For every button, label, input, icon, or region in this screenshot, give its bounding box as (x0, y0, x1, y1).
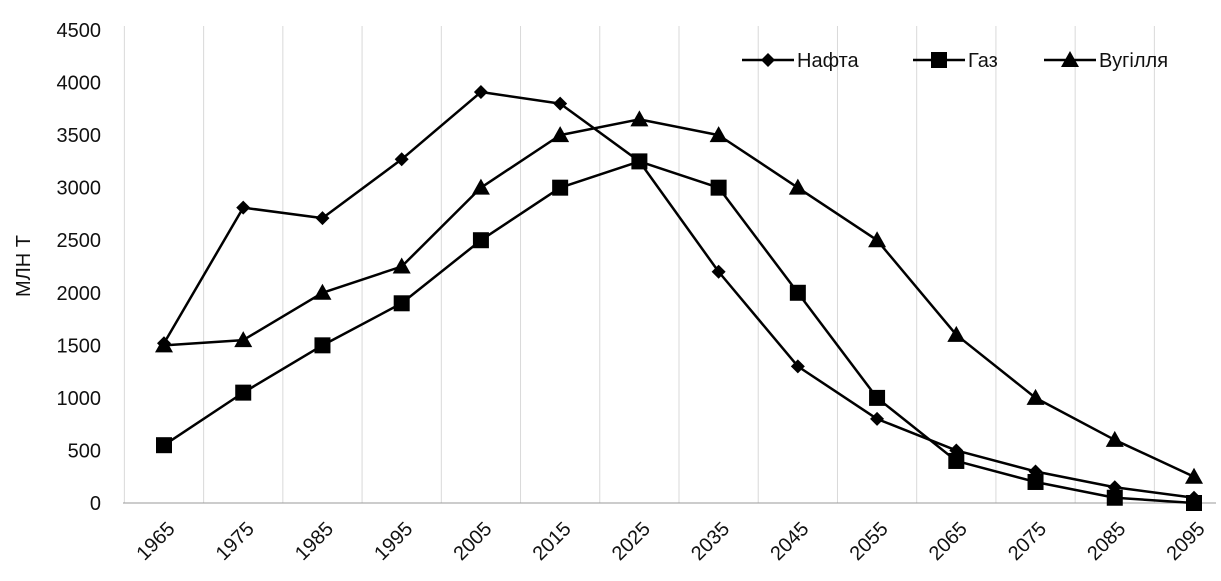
data-point (236, 200, 251, 215)
data-point (711, 264, 726, 279)
legend: Нафта Газ Вугілля (742, 50, 1168, 72)
series-2 (156, 153, 1202, 511)
y-tick-label: 1500 (57, 335, 102, 357)
data-point (709, 126, 728, 143)
data-point (472, 232, 489, 249)
data-point (948, 452, 965, 469)
x-tick-label: 1995 (370, 518, 417, 565)
x-tick-label: 1965 (133, 518, 180, 565)
data-point (788, 178, 807, 195)
data-point (1026, 388, 1045, 405)
data-point (868, 231, 887, 248)
legend-item: Газ (913, 50, 998, 72)
legend-item: Вугілля (1044, 50, 1168, 72)
vertical-gridlines (123, 26, 1155, 503)
data-point (552, 179, 569, 196)
y-tick-label: 1000 (57, 388, 102, 410)
y-axis-ticks: 0 500 1000 1500 2000 2500 3000 3500 4000 4500 (57, 20, 102, 515)
data-point (551, 126, 570, 143)
data-point (156, 437, 172, 454)
data-point (631, 153, 648, 170)
series-line (163, 118, 1195, 478)
y-tick-label: 4500 (57, 20, 102, 42)
data-point (234, 331, 253, 348)
data-point (1185, 467, 1203, 484)
y-tick-label: 4000 (57, 73, 102, 95)
data-point (869, 389, 886, 406)
data-point (789, 284, 806, 301)
x-tick-label: 1985 (291, 518, 338, 565)
y-tick-label: 3000 (57, 178, 102, 200)
legend-marker (1061, 51, 1079, 67)
y-tick-label: 3500 (57, 125, 102, 147)
series-layer (155, 85, 1203, 511)
x-tick-label: 2005 (449, 518, 496, 565)
legend-marker (931, 52, 947, 68)
x-axis-ticks: 1965 1975 1985 1995 2005 2015 2025 2035 2045 2055… (133, 518, 1210, 565)
x-tick-label: 2055 (846, 518, 893, 565)
x-tick-label: 2075 (1004, 518, 1051, 565)
data-point (473, 85, 488, 100)
x-tick-label: 1975 (212, 518, 259, 565)
data-point (393, 295, 410, 312)
data-point (235, 384, 252, 401)
x-tick-label: 2015 (529, 518, 576, 565)
data-point (630, 110, 649, 127)
data-point (947, 325, 966, 342)
legend-label: Вугілля (1099, 50, 1168, 72)
y-tick-label: 0 (90, 493, 101, 515)
data-point (710, 179, 727, 196)
legend-marker (761, 53, 775, 67)
series-line (163, 160, 1195, 505)
legend-label: Газ (968, 50, 998, 72)
series-3 (155, 110, 1203, 484)
data-point (1186, 495, 1202, 511)
data-point (471, 178, 490, 195)
data-point (1027, 473, 1044, 490)
data-point (790, 359, 805, 374)
data-point (314, 337, 331, 354)
data-point (870, 411, 885, 426)
x-tick-label: 2085 (1083, 518, 1130, 565)
x-tick-label: 2095 (1163, 518, 1210, 565)
y-tick-label: 2500 (57, 230, 102, 252)
data-point (155, 336, 173, 353)
data-point (553, 96, 568, 111)
legend-item: Нафта (742, 50, 860, 72)
x-tick-label: 2045 (766, 518, 813, 565)
x-tick-label: 2035 (687, 518, 734, 565)
series-line (162, 90, 1195, 499)
x-tick-label: 2025 (608, 518, 655, 565)
x-tick-label: 2065 (925, 518, 972, 565)
legend-label: Нафта (797, 50, 860, 72)
data-point (315, 211, 330, 226)
data-point (394, 152, 409, 167)
data-point (1105, 430, 1124, 447)
data-point (1106, 489, 1123, 506)
y-tick-label: 500 (68, 440, 101, 462)
y-tick-label: 2000 (57, 283, 102, 305)
y-axis-title: МЛН Т (13, 235, 35, 297)
data-point (313, 283, 332, 300)
data-point (392, 257, 411, 274)
